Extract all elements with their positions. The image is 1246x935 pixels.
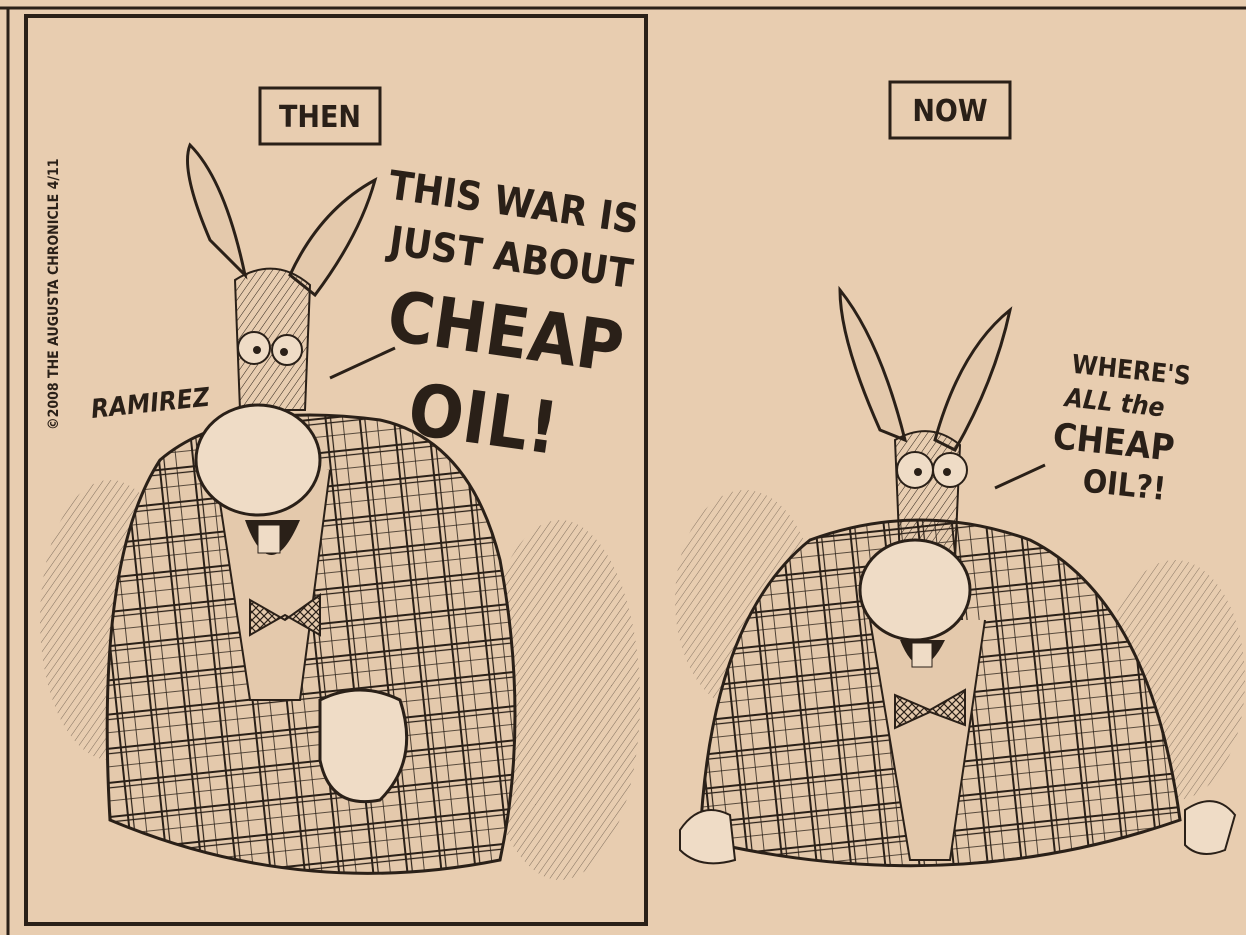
signature: RAMIREZ bbox=[90, 383, 213, 425]
hand bbox=[320, 690, 407, 802]
ear bbox=[290, 180, 375, 295]
pupil bbox=[280, 348, 288, 356]
panel-label: THEN bbox=[279, 100, 361, 135]
then-panel: THEN THIS WAR IS JUST ABOUT CHEAP OIL! ©… bbox=[40, 88, 644, 880]
speech-line: ALL the bbox=[1062, 383, 1166, 423]
speech-line: OIL?! bbox=[1081, 461, 1168, 508]
snout bbox=[196, 405, 320, 515]
hand bbox=[1185, 801, 1235, 854]
pupil bbox=[914, 468, 922, 476]
speech-right: WHERE'S ALL the CHEAP OIL?! bbox=[1047, 349, 1192, 510]
cartoon: THEN THIS WAR IS JUST ABOUT CHEAP OIL! ©… bbox=[0, 0, 1246, 935]
speech-tail bbox=[995, 465, 1045, 488]
panel-label: NOW bbox=[912, 94, 987, 129]
teeth bbox=[258, 525, 280, 553]
speech-line: CHEAP bbox=[1051, 416, 1176, 470]
ear bbox=[840, 290, 905, 440]
ear bbox=[935, 310, 1010, 450]
snout bbox=[860, 540, 970, 640]
ear bbox=[188, 145, 246, 275]
now-panel: NOW WHERE'S ALL the CHEAP OIL?! bbox=[675, 82, 1245, 866]
credit: ©2008 THE AUGUSTA CHRONICLE 4/11 bbox=[46, 158, 62, 430]
hand bbox=[680, 810, 735, 863]
teeth bbox=[912, 643, 932, 667]
pupil bbox=[253, 346, 261, 354]
pupil bbox=[943, 468, 951, 476]
